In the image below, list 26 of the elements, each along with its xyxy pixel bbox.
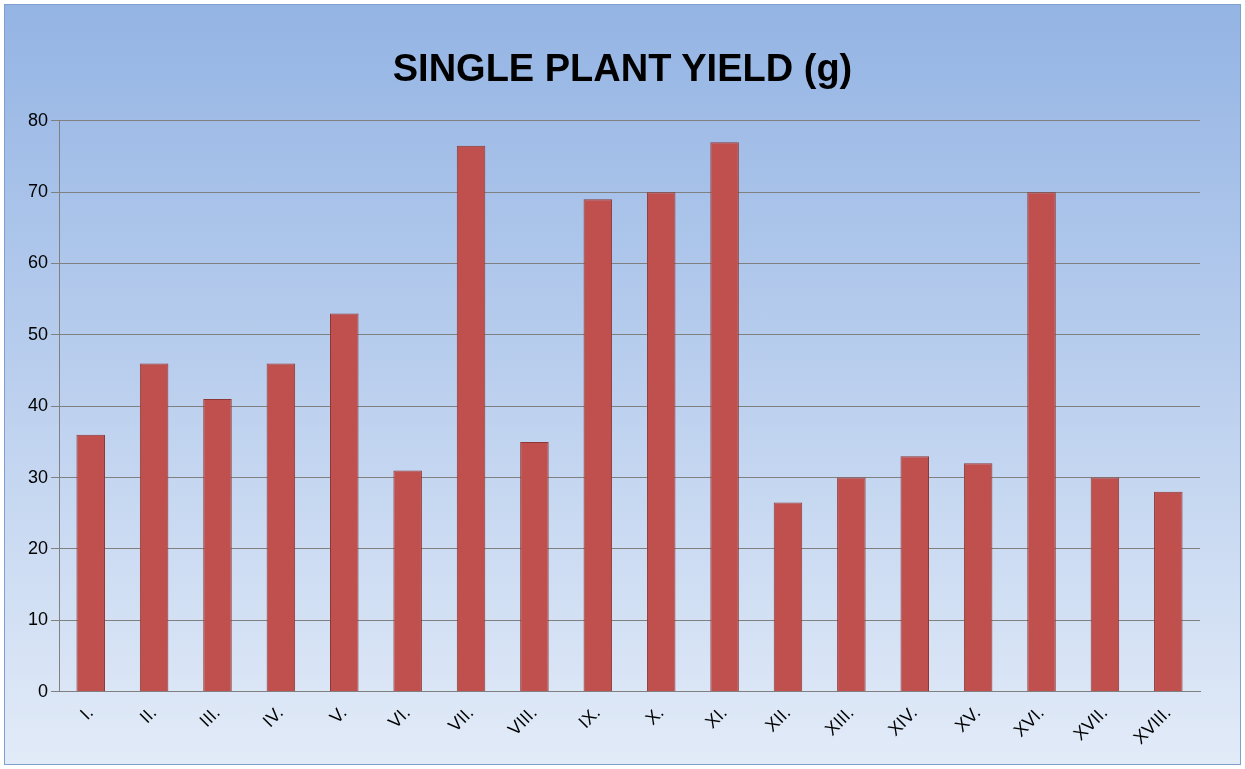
y-tick-label: 40	[27, 395, 49, 416]
y-tick-label: 60	[27, 252, 49, 273]
x-tick-label: II.	[135, 702, 161, 728]
y-tick-label: 10	[27, 609, 49, 630]
x-tick-label: VIII.	[503, 702, 541, 740]
x-tick-label: VI.	[384, 702, 414, 733]
x-tick-label: XI.	[701, 702, 731, 733]
x-tick-label: I.	[75, 702, 98, 724]
x-tick-label: XVI.	[1009, 702, 1048, 741]
x-tick-label: IV.	[258, 702, 288, 731]
x-tick-label: X.	[641, 702, 668, 729]
y-tick-label: 0	[38, 680, 49, 701]
x-tick-label: IX.	[574, 702, 605, 733]
chart-title: SINGLE PLANT YIELD (g)	[391, 46, 854, 91]
x-tick-label: III.	[195, 702, 224, 731]
y-tick-label: 70	[27, 181, 49, 202]
x-tick-label: XII.	[761, 702, 795, 736]
y-tick-label: 50	[27, 323, 49, 344]
x-tick-label: XIV.	[884, 702, 922, 740]
x-tick-label: XIII.	[820, 702, 858, 740]
y-tick-label: 80	[27, 109, 49, 130]
x-tick-label: XV.	[950, 702, 985, 736]
x-tick-label: V.	[325, 702, 351, 728]
y-tick-label: 30	[27, 466, 49, 487]
x-tick-label: VII.	[444, 702, 478, 736]
y-tick-label: 20	[27, 537, 49, 558]
